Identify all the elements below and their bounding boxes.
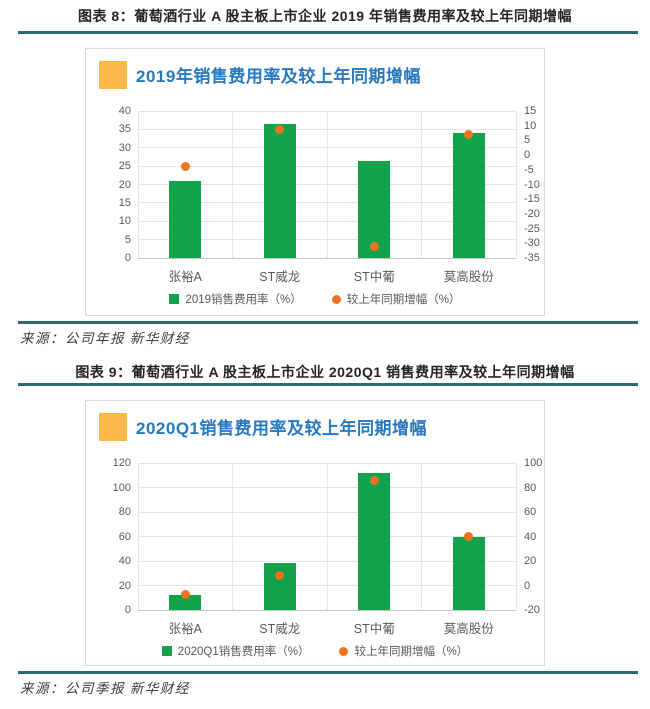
scatter-dot-ST威龙 bbox=[275, 125, 285, 135]
category-label: ST中葡 bbox=[353, 270, 395, 284]
left-axis-tick-label: 60 bbox=[118, 530, 131, 543]
vertical-gridline bbox=[137, 111, 139, 258]
category-label: 莫高股份 bbox=[443, 622, 494, 636]
plot-area: 120 100 80 60 40 20 0 100 80 60 40 20 0 -20 张裕A ST威龙 ST中… bbox=[86, 401, 544, 665]
figure8-caption: 图表 8：葡萄酒行业 A 股主板上市企业 2019 年销售费用率及较上年同期增幅 bbox=[78, 8, 572, 24]
divider-rule-bottom-1 bbox=[18, 321, 638, 324]
right-axis-tick-label: -30 bbox=[524, 237, 540, 250]
dot-series-swatch bbox=[339, 646, 349, 656]
left-axis-tick-label: 0 bbox=[124, 604, 131, 616]
bar-莫高股份 bbox=[452, 537, 485, 610]
figure8-source: 来源：公司年报 新华财经 bbox=[20, 331, 190, 346]
right-axis-tick-label: -20 bbox=[524, 604, 540, 616]
right-axis-tick-label: 40 bbox=[524, 530, 537, 543]
title-marker-square bbox=[99, 413, 127, 441]
right-axis-tick-label: -20 bbox=[524, 207, 540, 220]
legend-item-dot-series: 较上年同期增幅（%） bbox=[331, 291, 461, 307]
gridline bbox=[138, 609, 516, 611]
category-label: 张裕A bbox=[168, 270, 202, 284]
left-axis-tick-label: 15 bbox=[118, 196, 131, 209]
right-axis-tick-label: -25 bbox=[524, 222, 540, 235]
vertical-gridline bbox=[421, 111, 422, 258]
right-axis-tick-label: 5 bbox=[524, 134, 531, 147]
scatter-dot-莫高股份 bbox=[464, 532, 474, 541]
bar-series-swatch bbox=[161, 646, 172, 656]
divider-rule-bottom-2 bbox=[18, 671, 638, 674]
right-axis-tick-label: -5 bbox=[524, 163, 534, 176]
legend-item-dot-series: 较上年同期增幅（%） bbox=[339, 643, 468, 659]
divider-rule-top-2 bbox=[18, 383, 638, 386]
title-marker-square bbox=[99, 61, 127, 89]
scatter-dot-张裕A bbox=[180, 162, 190, 172]
right-axis-tick-label: 60 bbox=[524, 506, 537, 518]
left-axis-tick-label: 25 bbox=[118, 160, 131, 173]
scatter-dot-张裕A bbox=[180, 589, 190, 599]
right-axis-tick-label: 10 bbox=[524, 119, 537, 132]
vertical-gridline bbox=[232, 111, 233, 258]
bar-莫高股份 bbox=[452, 133, 485, 258]
category-label: 莫高股份 bbox=[443, 270, 494, 284]
left-axis-tick-label: 20 bbox=[118, 178, 131, 191]
scatter-dot-ST中葡 bbox=[369, 475, 379, 485]
bar-张裕A bbox=[169, 595, 202, 610]
dot-series-swatch bbox=[331, 294, 341, 304]
left-axis-tick-label: 10 bbox=[118, 215, 131, 228]
left-axis-tick-label: 20 bbox=[118, 579, 131, 592]
right-axis-tick-label: -15 bbox=[524, 193, 540, 206]
category-label: 张裕A bbox=[168, 622, 202, 636]
right-axis-tick-label: -10 bbox=[524, 178, 540, 191]
plot-area: 40 35 30 25 20 15 10 5 0 15 10 5 0 -5 -10 -15 -20 -25 -30-… bbox=[86, 49, 544, 315]
bar-ST中葡 bbox=[358, 473, 391, 610]
legend-item-bar-series: 2019销售费用率（%） bbox=[169, 291, 302, 307]
chart-title: 2020Q1销售费用率及较上年同期增幅 bbox=[136, 419, 427, 438]
left-axis-tick-label: 80 bbox=[118, 506, 131, 518]
legend-dot-label: 较上年同期增幅（%） bbox=[346, 294, 461, 306]
category-label: ST威龙 bbox=[259, 270, 301, 284]
right-axis-tick-label: 20 bbox=[524, 555, 537, 567]
figure9-caption: 图表 9：葡萄酒行业 A 股主板上市企业 2020Q1 销售费用率及较上年同期增… bbox=[75, 364, 575, 380]
left-axis-tick-label: 30 bbox=[118, 141, 131, 154]
bar-series-swatch bbox=[169, 294, 180, 304]
left-axis-tick-label: 0 bbox=[124, 252, 131, 264]
scatter-dot-莫高股份 bbox=[464, 130, 474, 140]
legend-item-bar-series: 2020Q1销售费用率（%） bbox=[161, 643, 310, 659]
vertical-gridline bbox=[421, 463, 422, 610]
left-axis-tick-label: 5 bbox=[124, 233, 131, 246]
vertical-gridline bbox=[515, 463, 517, 610]
category-label: ST威龙 bbox=[259, 622, 301, 636]
chart-legend: 2019销售费用率（%） 较上年同期增幅（%） bbox=[86, 291, 544, 307]
left-axis-tick-label: 100 bbox=[112, 481, 131, 494]
legend-bar-label: 2020Q1销售费用率（%） bbox=[177, 646, 310, 658]
left-axis-tick-label: 40 bbox=[118, 555, 131, 567]
bar-张裕A bbox=[169, 180, 202, 258]
legend-dot-label: 较上年同期增幅（%） bbox=[354, 646, 469, 658]
figure8-chart-container: 2019年销售费用率及较上年同期增幅 40 35 30 25 20 15 10 5 0 15 10 5… bbox=[85, 48, 545, 316]
figure9-source: 来源：公司季报 新华财经 bbox=[20, 681, 190, 696]
left-axis-tick-label: 35 bbox=[118, 123, 131, 136]
chart-legend: 2020Q1销售费用率（%） 较上年同期增幅（%） bbox=[86, 643, 544, 659]
vertical-gridline bbox=[515, 111, 517, 258]
vertical-gridline bbox=[137, 463, 139, 610]
left-axis-tick-label: 40 bbox=[118, 105, 131, 117]
scatter-dot-ST威龙 bbox=[275, 570, 285, 580]
gridline bbox=[138, 257, 516, 259]
vertical-gridline bbox=[232, 463, 233, 610]
right-axis-tick-label: 0 bbox=[524, 579, 531, 592]
right-axis-tick-label: -35 bbox=[524, 252, 540, 264]
figure9-chart-container: 2020Q1销售费用率及较上年同期增幅 120 100 80 60 40 20 0 100 80… bbox=[85, 400, 545, 666]
vertical-gridline bbox=[326, 111, 328, 258]
category-label: ST中葡 bbox=[353, 622, 395, 636]
right-axis-tick-label: 15 bbox=[524, 105, 537, 117]
bar-ST威龙 bbox=[263, 123, 296, 258]
scatter-dot-ST中葡 bbox=[369, 241, 379, 251]
right-axis-tick-label: 80 bbox=[524, 481, 537, 494]
vertical-gridline bbox=[326, 463, 328, 610]
divider-rule-top-1 bbox=[18, 31, 638, 34]
right-axis-tick-label: 0 bbox=[524, 149, 531, 162]
legend-bar-label: 2019销售费用率（%） bbox=[185, 294, 302, 306]
left-axis-tick-label: 120 bbox=[112, 457, 131, 469]
right-axis-tick-label: 100 bbox=[524, 457, 543, 469]
chart-title: 2019年销售费用率及较上年同期增幅 bbox=[136, 67, 421, 86]
